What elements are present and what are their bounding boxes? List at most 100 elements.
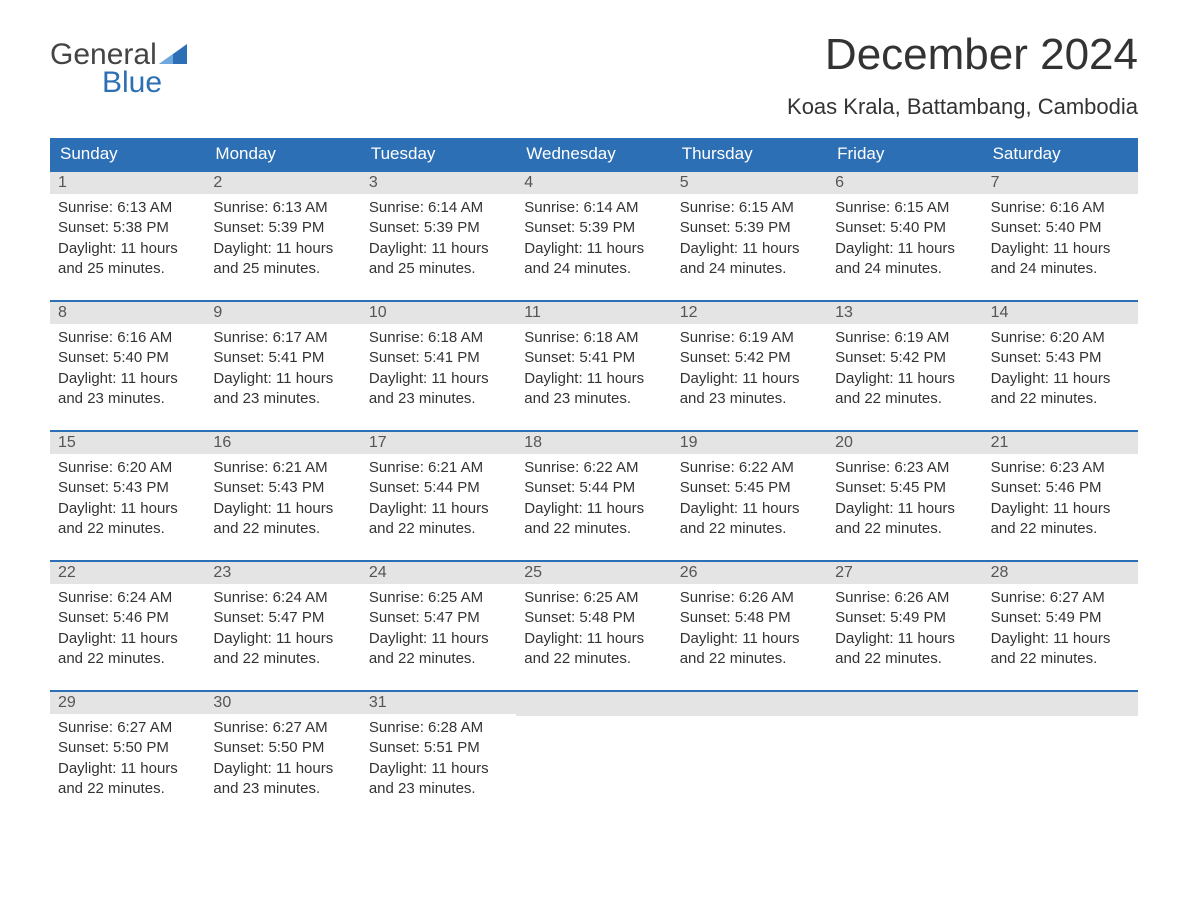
- day-cell: 27Sunrise: 6:26 AMSunset: 5:49 PMDayligh…: [827, 562, 982, 690]
- day-number-bar: [516, 692, 671, 716]
- day-cell: 19 Sunrise: 6:22 AMSunset: 5:45 PMDayligh…: [672, 432, 827, 560]
- day-number: 9: [205, 302, 360, 324]
- day-number: 13: [827, 302, 982, 324]
- day-cell: 11Sunrise: 6:18 AMSunset: 5:41 PMDayligh…: [516, 302, 671, 430]
- daylight-text-1: Daylight: 11 hours: [680, 499, 819, 519]
- day-cell: 31Sunrise: 6:28 AMSunset: 5:51 PMDayligh…: [361, 692, 516, 820]
- day-number: 27: [827, 562, 982, 584]
- daylight-text-1: Daylight: 11 hours: [369, 629, 508, 649]
- daylight-text-2: and 23 minutes.: [369, 389, 508, 409]
- sunset-text: Sunset: 5:40 PM: [835, 218, 974, 238]
- day-number: 4: [516, 172, 671, 194]
- day-content: Sunrise: 6:28 AMSunset: 5:51 PMDaylight:…: [361, 714, 516, 799]
- daylight-text-2: and 22 minutes.: [835, 649, 974, 669]
- day-number: 30: [205, 692, 360, 714]
- daylight-text-1: Daylight: 11 hours: [680, 239, 819, 259]
- day-number: 20: [827, 432, 982, 454]
- sunrise-text: Sunrise: 6:19 AM: [680, 328, 819, 348]
- daylight-text-1: Daylight: 11 hours: [524, 239, 663, 259]
- day-content: Sunrise: 6:26 AMSunset: 5:49 PMDaylight:…: [827, 584, 982, 669]
- daylight-text-1: Daylight: 11 hours: [835, 499, 974, 519]
- logo: General Blue: [50, 40, 187, 98]
- day-number: 1: [50, 172, 205, 194]
- sunset-text: Sunset: 5:45 PM: [680, 478, 819, 498]
- day-number: 7: [983, 172, 1138, 194]
- day-cell: [983, 692, 1138, 820]
- day-cell: 20Sunrise: 6:23 AMSunset: 5:45 PMDayligh…: [827, 432, 982, 560]
- daylight-text-1: Daylight: 11 hours: [991, 369, 1130, 389]
- day-cell: 21Sunrise: 6:23 AMSunset: 5:46 PMDayligh…: [983, 432, 1138, 560]
- day-number: 15: [50, 432, 205, 454]
- day-number: 24: [361, 562, 516, 584]
- sunset-text: Sunset: 5:39 PM: [369, 218, 508, 238]
- sunrise-text: Sunrise: 6:13 AM: [213, 198, 352, 218]
- daylight-text-1: Daylight: 11 hours: [213, 759, 352, 779]
- sunrise-text: Sunrise: 6:27 AM: [991, 588, 1130, 608]
- day-content: Sunrise: 6:20 AMSunset: 5:43 PMDaylight:…: [50, 454, 205, 539]
- day-content: Sunrise: 6:24 AMSunset: 5:47 PMDaylight:…: [205, 584, 360, 669]
- daylight-text-2: and 22 minutes.: [213, 649, 352, 669]
- day-content: Sunrise: 6:13 AMSunset: 5:38 PMDaylight:…: [50, 194, 205, 279]
- daylight-text-2: and 22 minutes.: [369, 519, 508, 539]
- sunset-text: Sunset: 5:39 PM: [524, 218, 663, 238]
- daylight-text-2: and 24 minutes.: [991, 259, 1130, 279]
- day-cell: 22Sunrise: 6:24 AMSunset: 5:46 PMDayligh…: [50, 562, 205, 690]
- month-title: December 2024: [787, 30, 1138, 80]
- daylight-text-2: and 22 minutes.: [991, 649, 1130, 669]
- daylight-text-1: Daylight: 11 hours: [58, 629, 197, 649]
- sunrise-text: Sunrise: 6:25 AM: [524, 588, 663, 608]
- day-number: 31: [361, 692, 516, 714]
- sunrise-text: Sunrise: 6:20 AM: [58, 458, 197, 478]
- daylight-text-2: and 22 minutes.: [835, 389, 974, 409]
- sunrise-text: Sunrise: 6:20 AM: [991, 328, 1130, 348]
- day-cell: 14Sunrise: 6:20 AMSunset: 5:43 PMDayligh…: [983, 302, 1138, 430]
- daylight-text-1: Daylight: 11 hours: [524, 369, 663, 389]
- sunset-text: Sunset: 5:44 PM: [524, 478, 663, 498]
- day-content: Sunrise: 6:15 AMSunset: 5:39 PMDaylight:…: [672, 194, 827, 279]
- daylight-text-1: Daylight: 11 hours: [835, 239, 974, 259]
- day-number: 16: [205, 432, 360, 454]
- day-number: 14: [983, 302, 1138, 324]
- day-cell: 17Sunrise: 6:21 AMSunset: 5:44 PMDayligh…: [361, 432, 516, 560]
- sunset-text: Sunset: 5:40 PM: [58, 348, 197, 368]
- sunrise-text: Sunrise: 6:22 AM: [680, 458, 819, 478]
- day-content: Sunrise: 6:27 AMSunset: 5:49 PMDaylight:…: [983, 584, 1138, 669]
- daylight-text-1: Daylight: 11 hours: [369, 369, 508, 389]
- sunset-text: Sunset: 5:49 PM: [835, 608, 974, 628]
- header: General Blue December 2024 Koas Krala, B…: [50, 30, 1138, 130]
- sunrise-text: Sunrise: 6:16 AM: [991, 198, 1130, 218]
- day-number: 19: [672, 432, 827, 454]
- sunset-text: Sunset: 5:46 PM: [58, 608, 197, 628]
- daylight-text-2: and 23 minutes.: [213, 389, 352, 409]
- day-number: 8: [50, 302, 205, 324]
- week-row: 8Sunrise: 6:16 AMSunset: 5:40 PMDaylight…: [50, 300, 1138, 430]
- sunrise-text: Sunrise: 6:23 AM: [835, 458, 974, 478]
- day-number: 25: [516, 562, 671, 584]
- daylight-text-2: and 22 minutes.: [58, 649, 197, 669]
- sunset-text: Sunset: 5:50 PM: [213, 738, 352, 758]
- daylight-text-1: Daylight: 11 hours: [58, 239, 197, 259]
- daylight-text-2: and 23 minutes.: [213, 779, 352, 799]
- sunrise-text: Sunrise: 6:16 AM: [58, 328, 197, 348]
- sunrise-text: Sunrise: 6:22 AM: [524, 458, 663, 478]
- weekday-header: Friday: [827, 138, 982, 170]
- day-cell: 18Sunrise: 6:22 AMSunset: 5:44 PMDayligh…: [516, 432, 671, 560]
- day-cell: 16Sunrise: 6:21 AMSunset: 5:43 PMDayligh…: [205, 432, 360, 560]
- sunrise-text: Sunrise: 6:27 AM: [58, 718, 197, 738]
- sunset-text: Sunset: 5:41 PM: [369, 348, 508, 368]
- daylight-text-1: Daylight: 11 hours: [213, 239, 352, 259]
- daylight-text-2: and 24 minutes.: [524, 259, 663, 279]
- day-number: 22: [50, 562, 205, 584]
- day-content: Sunrise: 6:16 AMSunset: 5:40 PMDaylight:…: [983, 194, 1138, 279]
- day-number: 2: [205, 172, 360, 194]
- daylight-text-2: and 22 minutes.: [524, 649, 663, 669]
- day-cell: 5Sunrise: 6:15 AMSunset: 5:39 PMDaylight…: [672, 172, 827, 300]
- day-content: Sunrise: 6:19 AMSunset: 5:42 PMDaylight:…: [827, 324, 982, 409]
- daylight-text-2: and 22 minutes.: [58, 519, 197, 539]
- daylight-text-1: Daylight: 11 hours: [58, 369, 197, 389]
- day-cell: 12Sunrise: 6:19 AMSunset: 5:42 PMDayligh…: [672, 302, 827, 430]
- day-content: Sunrise: 6:21 AMSunset: 5:44 PMDaylight:…: [361, 454, 516, 539]
- sunrise-text: Sunrise: 6:14 AM: [369, 198, 508, 218]
- day-cell: 6Sunrise: 6:15 AMSunset: 5:40 PMDaylight…: [827, 172, 982, 300]
- daylight-text-1: Daylight: 11 hours: [369, 759, 508, 779]
